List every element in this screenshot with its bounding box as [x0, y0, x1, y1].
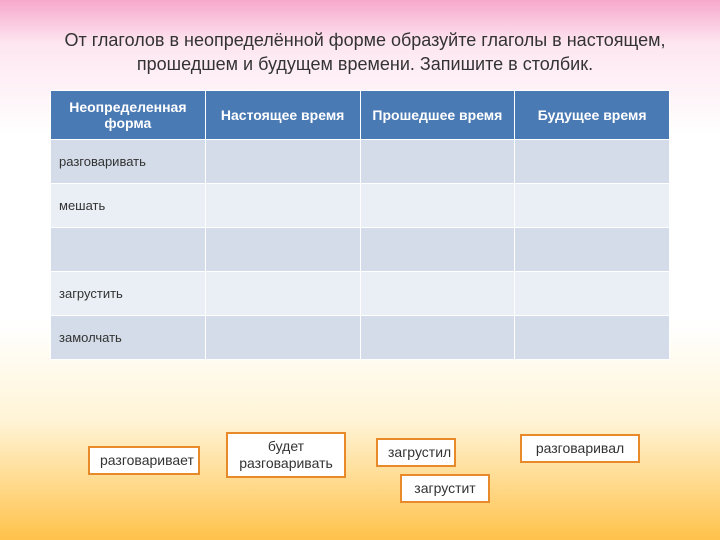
cell-future[interactable]	[515, 316, 670, 360]
table-row: загрустить	[51, 272, 670, 316]
verb-table-container: Неопределенная форма Настоящее время Про…	[50, 90, 670, 360]
table-row: мешать	[51, 184, 670, 228]
cell-past[interactable]	[360, 184, 515, 228]
word-card[interactable]: загрустил	[376, 438, 456, 467]
word-bank: разговаривает будет разговаривать загрусти…	[50, 430, 670, 520]
table-row: замолчать	[51, 316, 670, 360]
cell-past[interactable]	[360, 140, 515, 184]
cell-future[interactable]	[515, 272, 670, 316]
cell-past[interactable]	[360, 228, 515, 272]
col-past: Прошедшее время	[360, 91, 515, 140]
instruction-text: От глаголов в неопределённой форме образ…	[60, 28, 670, 77]
cell-infinitive: замолчать	[51, 316, 206, 360]
cell-past[interactable]	[360, 316, 515, 360]
word-card[interactable]: загрустит	[400, 474, 490, 503]
word-card[interactable]: разговаривает	[88, 446, 200, 475]
word-card[interactable]: разговаривал	[520, 434, 640, 463]
cell-future[interactable]	[515, 184, 670, 228]
table-row	[51, 228, 670, 272]
cell-present[interactable]	[205, 316, 360, 360]
cell-infinitive: мешать	[51, 184, 206, 228]
cell-infinitive: разговаривать	[51, 140, 206, 184]
cell-future[interactable]	[515, 228, 670, 272]
col-infinitive: Неопределенная форма	[51, 91, 206, 140]
verb-table: Неопределенная форма Настоящее время Про…	[50, 90, 670, 360]
word-card[interactable]: будет разговаривать	[226, 432, 346, 478]
cell-present[interactable]	[205, 272, 360, 316]
cell-present[interactable]	[205, 184, 360, 228]
cell-future[interactable]	[515, 140, 670, 184]
cell-infinitive	[51, 228, 206, 272]
cell-present[interactable]	[205, 228, 360, 272]
col-present: Настоящее время	[205, 91, 360, 140]
cell-past[interactable]	[360, 272, 515, 316]
cell-infinitive: загрустить	[51, 272, 206, 316]
table-header-row: Неопределенная форма Настоящее время Про…	[51, 91, 670, 140]
table-row: разговаривать	[51, 140, 670, 184]
cell-present[interactable]	[205, 140, 360, 184]
table-body: разговаривать мешать загрустить	[51, 140, 670, 360]
col-future: Будущее время	[515, 91, 670, 140]
